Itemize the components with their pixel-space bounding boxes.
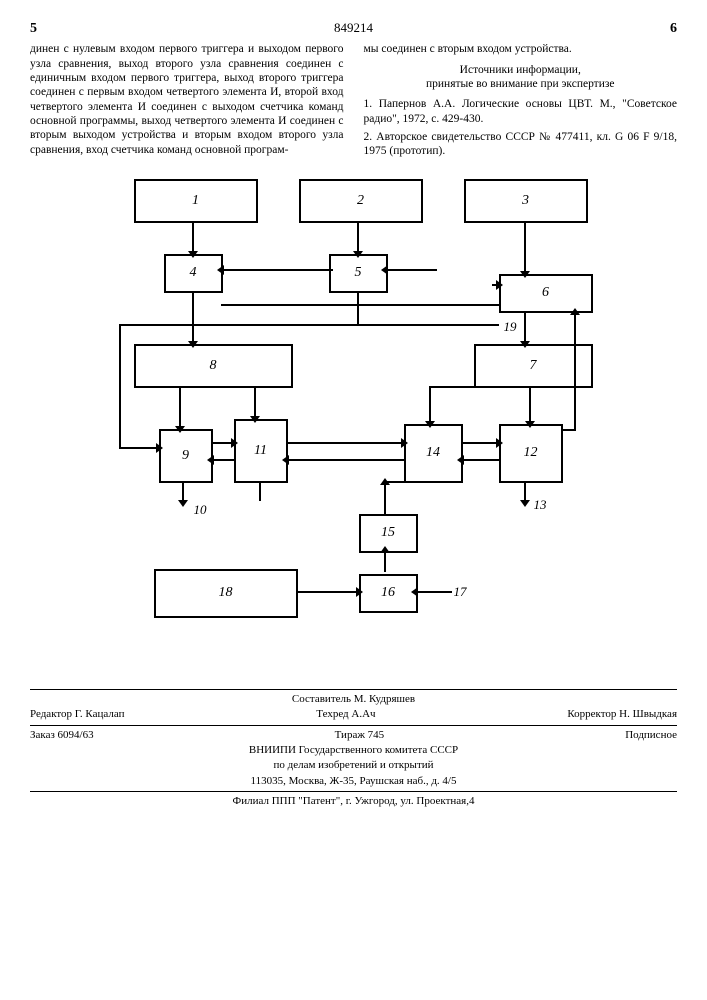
block-diagram: 1 2 3 4 5 6 8 7 9 11 14 12 15 16 18 10 1… <box>104 169 604 669</box>
line <box>286 442 402 444</box>
line <box>192 291 194 342</box>
document-number: 849214 <box>334 20 373 38</box>
line <box>357 291 359 326</box>
page-number-left: 5 <box>30 20 37 38</box>
line <box>119 324 224 326</box>
line <box>119 324 121 449</box>
subscription: Подписное <box>625 728 677 743</box>
label-10: 10 <box>194 502 207 519</box>
line <box>254 386 256 417</box>
line <box>119 447 157 449</box>
block-12: 12 <box>499 424 563 483</box>
source-1: 1. Папернов А.А. Логические основы ЦВТ. … <box>364 97 678 126</box>
block-3: 3 <box>464 179 588 223</box>
line <box>492 284 497 286</box>
block-4: 4 <box>164 254 223 293</box>
line <box>288 459 404 461</box>
block-8: 8 <box>134 344 293 388</box>
left-column: динен с нулевым входом первого триггера … <box>30 42 344 159</box>
line <box>524 221 526 272</box>
organization-1: ВНИИПИ Государственного комитета СССР <box>30 743 677 758</box>
block-2: 2 <box>299 179 423 223</box>
left-text: динен с нулевым входом первого триггера … <box>30 43 344 156</box>
line <box>182 481 184 501</box>
line <box>561 429 576 431</box>
editor: Редактор Г. Кацалап <box>30 707 124 722</box>
block-14: 14 <box>404 424 463 483</box>
line <box>524 481 526 501</box>
organization-2: по делам изобретений и открытий <box>30 758 677 773</box>
divider <box>30 725 677 726</box>
line <box>211 442 232 444</box>
line <box>417 591 452 593</box>
label-19: 19 <box>504 319 517 336</box>
block-1: 1 <box>134 179 258 223</box>
source-2: 2. Авторское свидетельство СССР № 477411… <box>364 130 678 159</box>
tirage: Тираж 745 <box>335 728 385 743</box>
block-18: 18 <box>154 569 298 618</box>
page-number-right: 6 <box>670 20 677 38</box>
tech-editor: Техред А.Ач <box>316 707 375 722</box>
corrector: Корректор Н. Швыдкая <box>567 707 677 722</box>
block-9: 9 <box>159 429 213 483</box>
compiler: Составитель М. Кудряшев <box>292 692 415 707</box>
line <box>574 311 576 431</box>
divider <box>30 689 677 690</box>
line <box>259 481 261 501</box>
footer-block: Составитель М. Кудряшев Редактор Г. Каца… <box>30 692 677 810</box>
line <box>296 591 357 593</box>
line <box>384 481 419 483</box>
page-header: 5 849214 6 <box>30 20 677 38</box>
text-columns: динен с нулевым входом первого триггера … <box>30 42 677 159</box>
line <box>221 304 499 306</box>
line <box>429 386 476 388</box>
block-5: 5 <box>329 254 388 293</box>
block-11: 11 <box>234 419 288 483</box>
label-13: 13 <box>534 497 547 514</box>
right-text: мы соединен с вторым входом устройства. <box>364 43 572 55</box>
line <box>429 386 431 422</box>
line <box>574 314 576 319</box>
line <box>529 386 531 422</box>
line <box>524 311 526 342</box>
line <box>357 221 359 252</box>
order-number: Заказ 6094/63 <box>30 728 94 743</box>
line <box>461 442 497 444</box>
line <box>179 386 181 427</box>
right-column: мы соединен с вторым входом устройства. … <box>364 42 678 159</box>
block-16: 16 <box>359 574 418 613</box>
divider <box>30 791 677 792</box>
line <box>387 269 437 271</box>
line <box>463 459 499 461</box>
branch: Филиал ППП "Патент", г. Ужгород, ул. Про… <box>30 794 677 809</box>
label-17: 17 <box>454 584 467 601</box>
sources-title: Источники информации, принятые во вниман… <box>364 63 678 92</box>
line <box>213 459 234 461</box>
line <box>384 552 386 572</box>
line <box>223 269 333 271</box>
line <box>384 484 386 489</box>
address: 113035, Москва, Ж-35, Раушская наб., д. … <box>30 774 677 789</box>
line <box>192 221 194 252</box>
line <box>221 324 499 326</box>
